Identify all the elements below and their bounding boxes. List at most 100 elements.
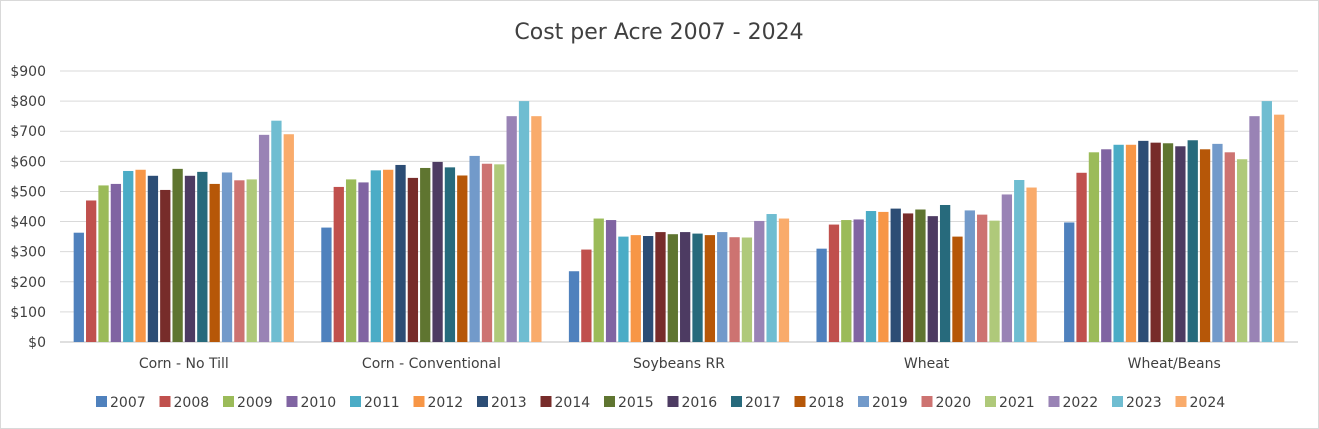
legend-item: 2007 bbox=[96, 395, 146, 411]
bar-2012-soybeans-rr bbox=[630, 235, 641, 342]
y-axis-tick-labels: $0 $100 $200 $300 $400 $500 $600 $700 $800 $900 bbox=[10, 64, 46, 351]
legend-swatch bbox=[413, 396, 425, 407]
bar-2021-corn-conventional bbox=[494, 164, 505, 342]
legend-label: 2018 bbox=[809, 395, 845, 411]
legend-label: 2019 bbox=[872, 395, 908, 411]
bar-2024-wheat-beans bbox=[1274, 114, 1285, 342]
bar-2008-corn-conventional bbox=[333, 186, 344, 342]
bar-2008-soybeans-rr bbox=[581, 249, 592, 342]
y-tick-label: $800 bbox=[10, 94, 46, 110]
legend-label: 2023 bbox=[1126, 395, 1162, 411]
bar-2020-soybeans-rr bbox=[729, 237, 740, 342]
bar-2010-soybeans-rr bbox=[605, 220, 617, 342]
bar-2024-corn-no-till bbox=[283, 134, 294, 342]
bar-2014-soybeans-rr bbox=[655, 232, 666, 342]
y-tick-label: $900 bbox=[10, 64, 46, 80]
legend-label: 2009 bbox=[237, 395, 273, 411]
legend-item: 2020 bbox=[921, 395, 972, 411]
legend-swatch bbox=[921, 396, 933, 407]
category-label: Corn - Conventional bbox=[362, 356, 501, 372]
bar-2009-corn-conventional bbox=[345, 179, 357, 342]
bar-2017-wheat-beans bbox=[1187, 140, 1198, 342]
bar-2011-corn-conventional bbox=[370, 170, 381, 342]
legend-item: 2017 bbox=[731, 395, 781, 411]
bar-2011-wheat-beans bbox=[1113, 144, 1124, 342]
bar-2016-wheat-beans bbox=[1175, 146, 1186, 342]
legend-label: 2020 bbox=[936, 395, 972, 411]
bar-2015-wheat bbox=[915, 209, 926, 342]
bar-2021-soybeans-rr bbox=[741, 237, 753, 342]
bar-2019-wheat-beans bbox=[1212, 143, 1223, 342]
bar-2020-corn-no-till bbox=[234, 180, 245, 342]
bar-2015-corn-no-till bbox=[172, 168, 183, 342]
bar-2009-corn-no-till bbox=[98, 185, 109, 342]
legend-item: 2018 bbox=[794, 395, 845, 411]
bar-2015-wheat-beans bbox=[1162, 143, 1174, 342]
bar-2010-corn-no-till bbox=[110, 183, 122, 342]
legend-item: 2013 bbox=[477, 395, 527, 411]
legend-item: 2021 bbox=[985, 395, 1035, 411]
legend-item: 2010 bbox=[286, 395, 336, 411]
bar-2016-soybeans-rr bbox=[680, 232, 691, 342]
bar-2010-wheat-beans bbox=[1101, 149, 1112, 342]
bar-2013-wheat-beans bbox=[1138, 140, 1149, 342]
legend-swatch bbox=[794, 396, 806, 407]
bars bbox=[73, 101, 1285, 343]
legend-swatch bbox=[1175, 396, 1187, 407]
bar-2018-wheat-beans bbox=[1199, 149, 1211, 342]
bar-2021-wheat-beans bbox=[1236, 159, 1248, 342]
bar-2023-wheat-beans bbox=[1261, 101, 1272, 342]
legend-swatch bbox=[858, 396, 869, 407]
y-tick-label: $600 bbox=[10, 154, 46, 170]
y-tick-label: $300 bbox=[10, 245, 46, 261]
legend-item: 2015 bbox=[604, 395, 654, 411]
bar-2016-corn-no-till bbox=[184, 175, 196, 342]
bar-2007-soybeans-rr bbox=[568, 271, 580, 342]
legend: 2007 2008 2009 2010 2011 2012 2013 2014 2015 2016… bbox=[96, 395, 1225, 411]
bar-2024-corn-conventional bbox=[531, 116, 542, 342]
legend-item: 2022 bbox=[1048, 395, 1098, 411]
y-tick-label: $400 bbox=[10, 215, 46, 231]
y-tick-label: $0 bbox=[28, 335, 46, 351]
legend-swatch bbox=[477, 396, 488, 407]
bar-2017-soybeans-rr bbox=[692, 233, 703, 342]
bar-2010-corn-conventional bbox=[358, 182, 369, 342]
bar-2014-corn-no-till bbox=[160, 189, 171, 342]
legend-label: 2007 bbox=[110, 395, 146, 411]
legend-item: 2023 bbox=[1112, 395, 1162, 411]
bar-2018-corn-no-till bbox=[209, 183, 220, 342]
legend-swatch bbox=[1048, 396, 1060, 407]
bar-2011-wheat bbox=[865, 211, 877, 342]
category-labels: Corn - No Till Corn - Conventional Soybean… bbox=[139, 356, 1221, 372]
legend-label: 2024 bbox=[1190, 395, 1226, 411]
legend-item: 2012 bbox=[413, 395, 463, 411]
bar-2022-wheat bbox=[1001, 194, 1013, 342]
bar-2014-corn-conventional bbox=[407, 177, 419, 342]
bar-2019-soybeans-rr bbox=[717, 232, 728, 342]
bar-2007-corn-no-till bbox=[73, 232, 84, 342]
bar-2023-wheat bbox=[1014, 180, 1025, 342]
bar-2022-corn-conventional bbox=[506, 116, 517, 342]
bar-2008-wheat bbox=[828, 224, 840, 342]
legend-item: 2008 bbox=[159, 395, 210, 411]
legend-label: 2013 bbox=[491, 395, 527, 411]
legend-swatch bbox=[731, 396, 742, 407]
bar-2007-wheat bbox=[816, 248, 827, 342]
bar-2020-corn-conventional bbox=[481, 163, 493, 342]
bar-2022-corn-no-till bbox=[258, 134, 270, 342]
bar-2011-corn-no-till bbox=[123, 170, 134, 342]
bar-2012-wheat-beans bbox=[1125, 144, 1137, 342]
legend-label: 2008 bbox=[174, 395, 210, 411]
bar-2012-corn-conventional bbox=[383, 169, 394, 342]
bar-2022-soybeans-rr bbox=[754, 220, 765, 342]
bar-2019-corn-conventional bbox=[469, 155, 480, 342]
bar-2012-wheat bbox=[878, 211, 889, 342]
bar-2024-soybeans-rr bbox=[778, 218, 790, 342]
bar-2014-wheat-beans bbox=[1150, 142, 1161, 342]
bar-2012-corn-no-till bbox=[135, 169, 146, 342]
legend-label: 2011 bbox=[364, 395, 400, 411]
bar-2022-wheat-beans bbox=[1249, 116, 1260, 342]
bar-2016-corn-conventional bbox=[432, 161, 443, 342]
bar-2013-corn-no-till bbox=[147, 175, 159, 342]
bar-2019-corn-no-till bbox=[221, 172, 233, 342]
